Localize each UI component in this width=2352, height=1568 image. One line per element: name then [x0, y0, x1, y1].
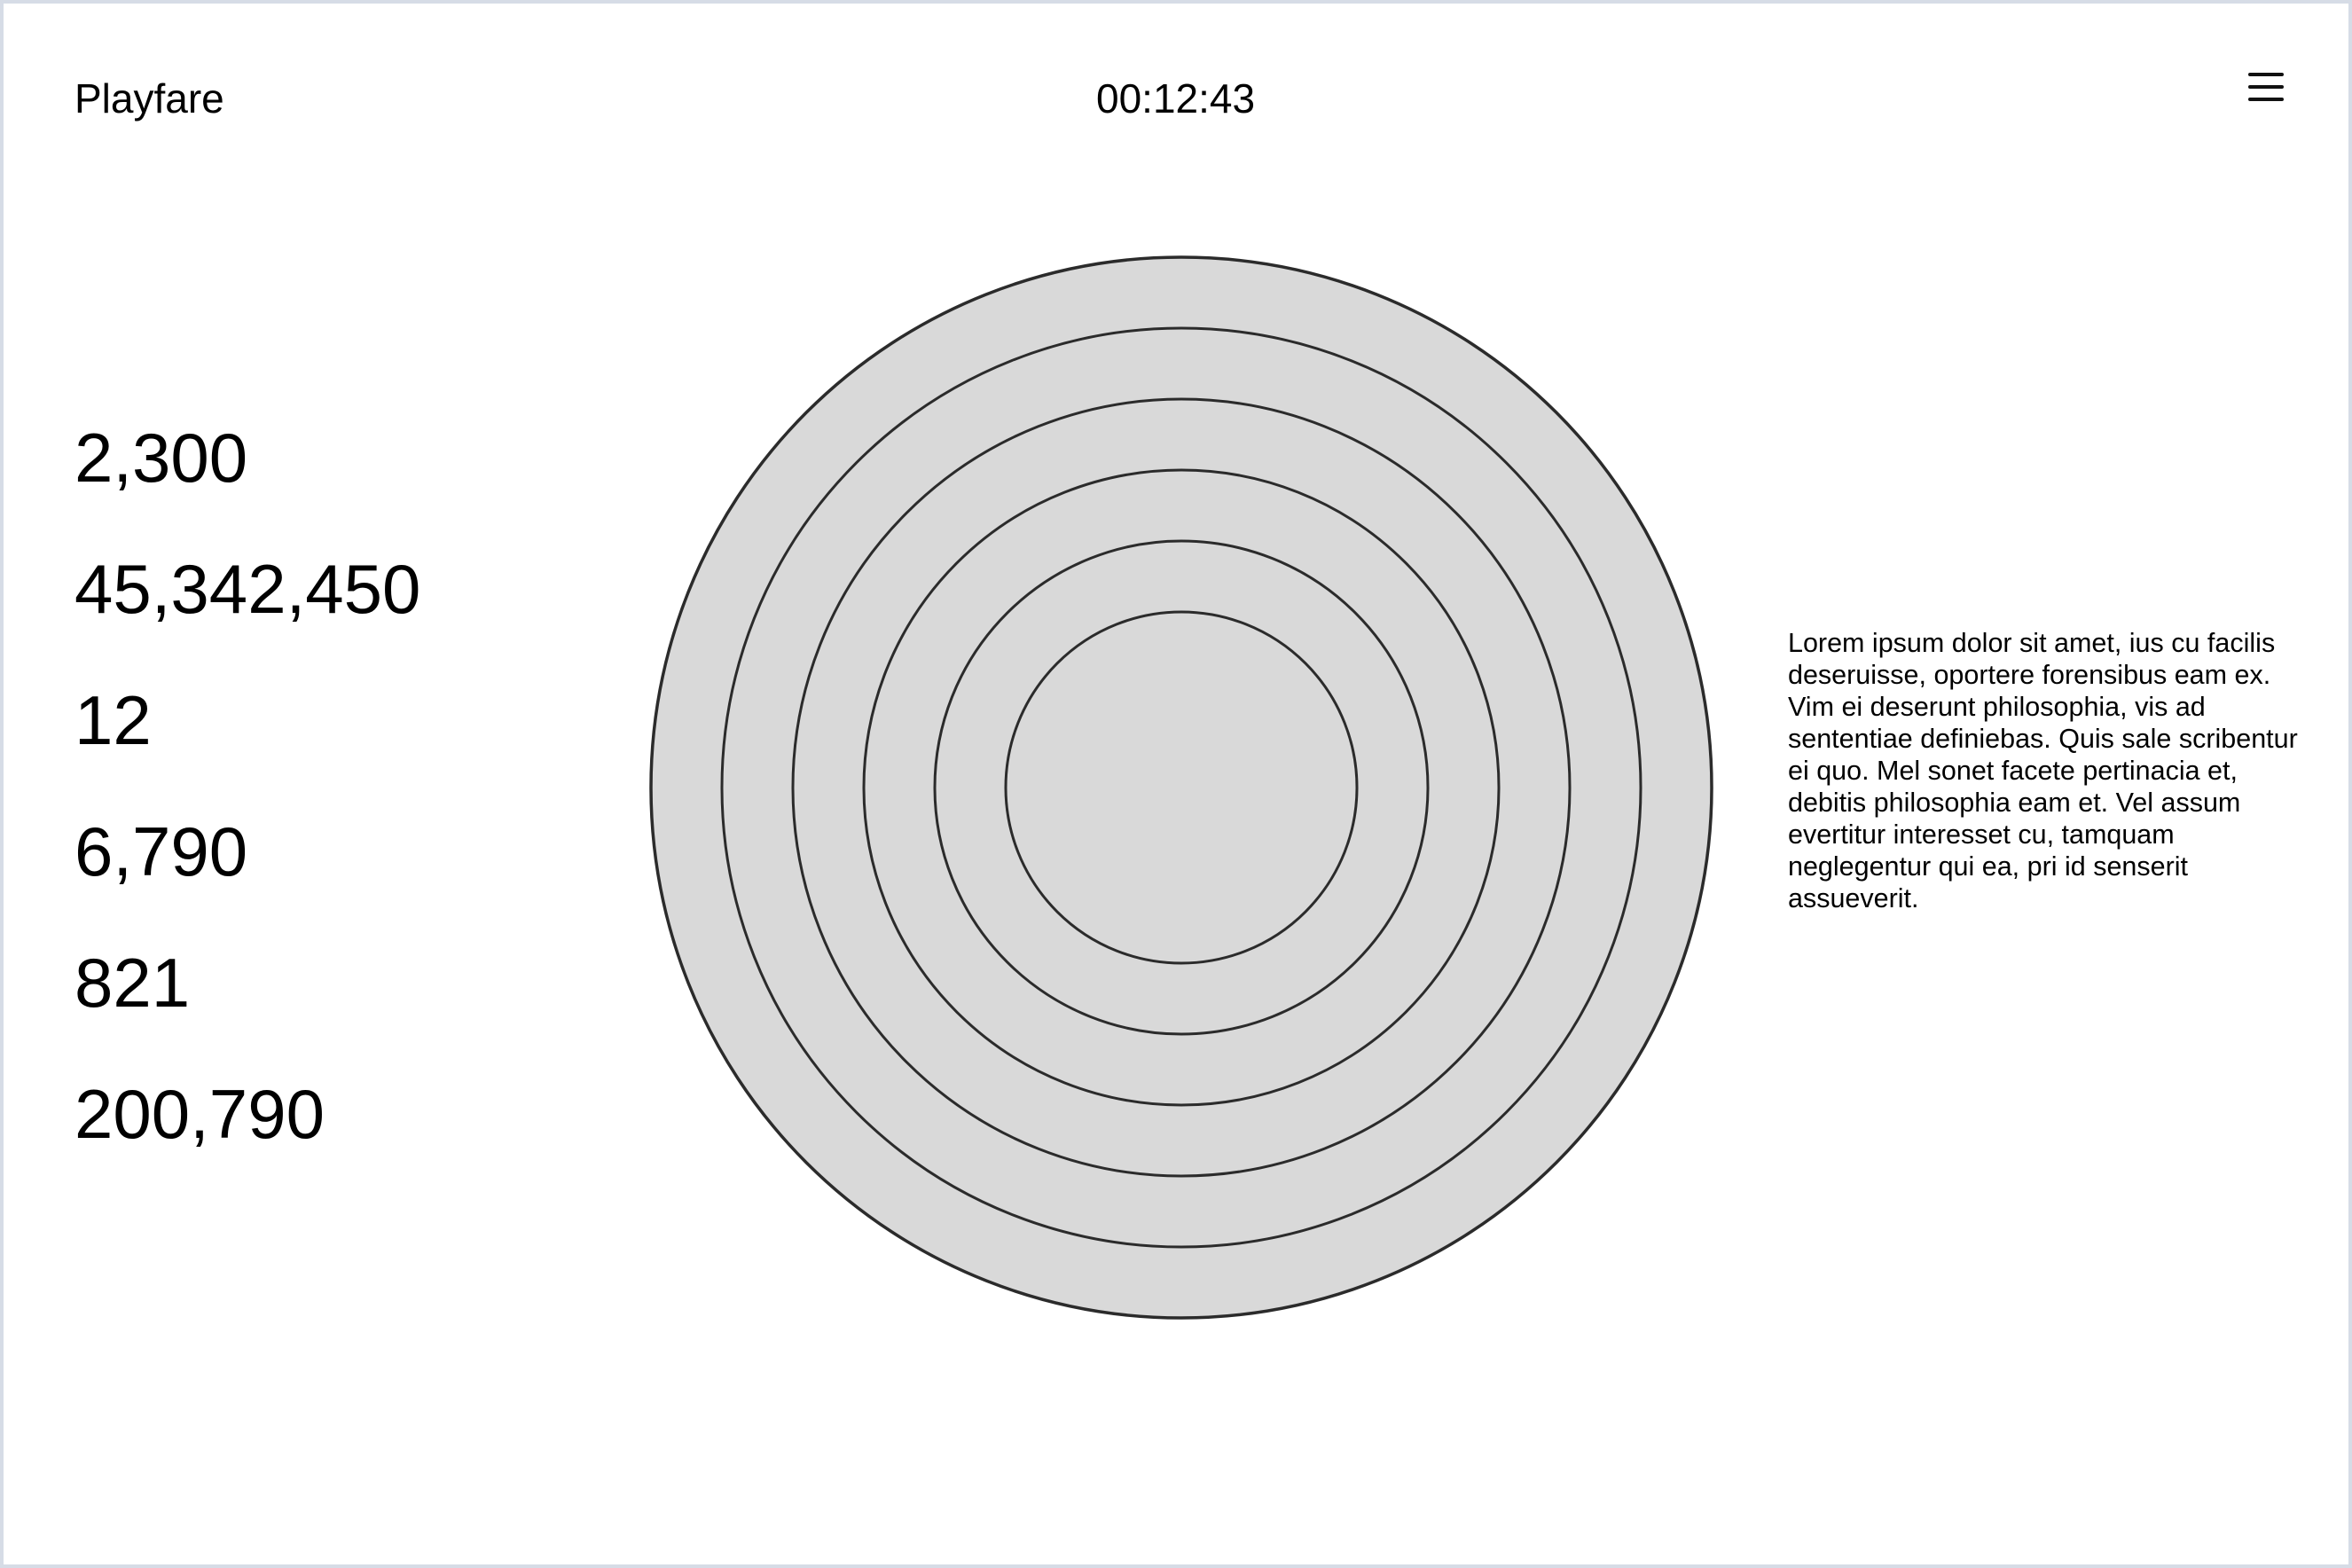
- game-timer: 00:12:43: [1096, 71, 1255, 126]
- target-rings[interactable]: [647, 254, 1715, 1321]
- stat-value-5: 821: [74, 940, 190, 1025]
- app-title: Playfare: [74, 71, 224, 126]
- stat-value-3: 12: [74, 678, 152, 763]
- stat-value-4: 6,790: [74, 809, 247, 894]
- menu-bar-bottom: [2248, 98, 2284, 101]
- target-ring-6[interactable]: [1006, 612, 1357, 963]
- menu-bar-top: [2248, 73, 2284, 76]
- hamburger-menu-icon[interactable]: [2246, 69, 2286, 105]
- menu-bar-middle: [2248, 85, 2284, 89]
- description-text: Lorem ipsum dolor sit amet, ius cu facil…: [1788, 627, 2302, 914]
- stat-value-2: 45,342,450: [74, 546, 420, 631]
- stat-value-6: 200,790: [74, 1071, 325, 1156]
- stat-value-1: 2,300: [74, 415, 247, 500]
